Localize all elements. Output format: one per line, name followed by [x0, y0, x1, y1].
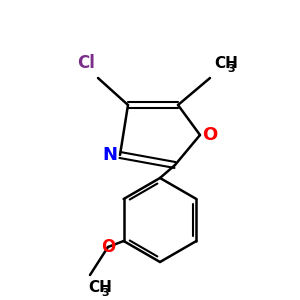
Text: O: O	[202, 126, 217, 144]
Text: O: O	[101, 238, 115, 256]
Text: 3: 3	[227, 64, 235, 74]
Text: N: N	[103, 146, 118, 164]
Text: 3: 3	[101, 288, 109, 298]
Text: Cl: Cl	[77, 54, 95, 72]
Text: CH: CH	[214, 56, 238, 71]
Text: CH: CH	[88, 280, 112, 296]
